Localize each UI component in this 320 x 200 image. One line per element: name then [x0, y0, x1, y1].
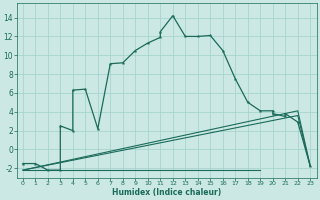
X-axis label: Humidex (Indice chaleur): Humidex (Indice chaleur): [112, 188, 221, 197]
